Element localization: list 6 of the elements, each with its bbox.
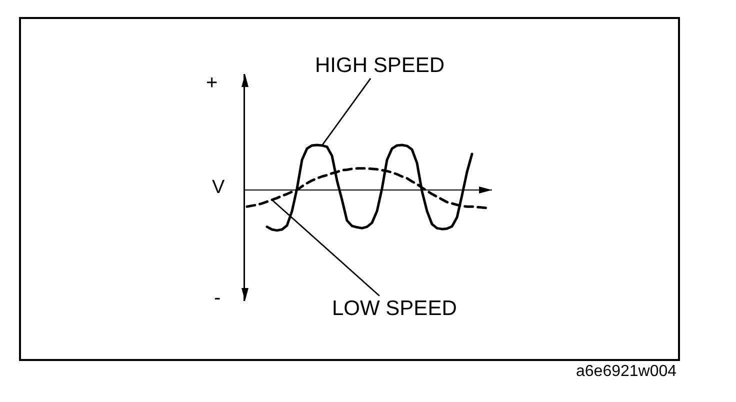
text: a6e6921w004 <box>576 363 677 380</box>
y-axis-title: V <box>212 177 225 198</box>
text: HIGH SPEED <box>315 54 445 77</box>
text: LOW SPEED <box>332 297 457 320</box>
text: - <box>214 287 221 309</box>
text: + <box>206 72 218 94</box>
